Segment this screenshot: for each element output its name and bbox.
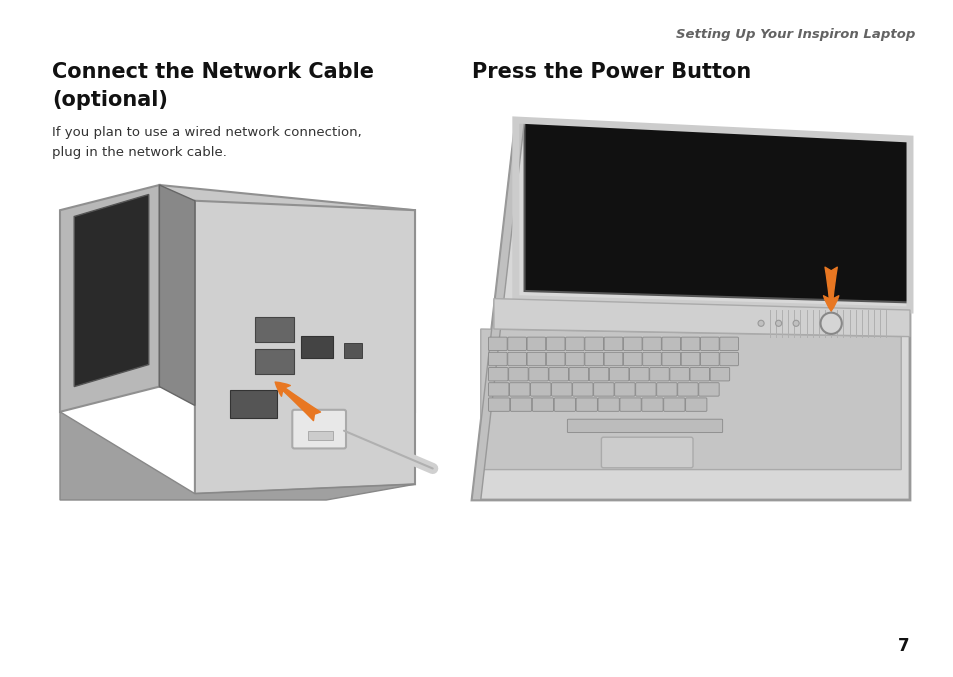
Text: If you plan to use a wired network connection,: If you plan to use a wired network conne… — [52, 126, 361, 139]
Polygon shape — [159, 185, 194, 406]
Bar — [231, 390, 276, 418]
FancyBboxPatch shape — [532, 398, 553, 412]
FancyBboxPatch shape — [661, 337, 679, 351]
FancyBboxPatch shape — [526, 337, 545, 351]
FancyBboxPatch shape — [719, 352, 738, 366]
Text: Connect the Network Cable: Connect the Network Cable — [52, 62, 374, 82]
Circle shape — [775, 320, 781, 326]
FancyBboxPatch shape — [598, 398, 618, 412]
FancyBboxPatch shape — [642, 337, 660, 351]
Polygon shape — [472, 120, 524, 500]
FancyBboxPatch shape — [649, 368, 668, 381]
FancyBboxPatch shape — [584, 352, 603, 366]
FancyBboxPatch shape — [569, 368, 588, 381]
Text: plug in the network cable.: plug in the network cable. — [52, 146, 227, 159]
Polygon shape — [480, 329, 901, 470]
Text: Press the Power Button: Press the Power Button — [472, 62, 750, 82]
FancyBboxPatch shape — [565, 337, 583, 351]
FancyBboxPatch shape — [677, 383, 698, 396]
FancyBboxPatch shape — [576, 398, 597, 412]
Bar — [60, 185, 415, 500]
FancyBboxPatch shape — [546, 352, 564, 366]
FancyBboxPatch shape — [488, 368, 508, 381]
FancyBboxPatch shape — [680, 337, 700, 351]
FancyBboxPatch shape — [680, 352, 700, 366]
FancyBboxPatch shape — [685, 398, 706, 412]
FancyBboxPatch shape — [642, 352, 660, 366]
Circle shape — [820, 313, 841, 334]
Circle shape — [792, 320, 799, 326]
FancyBboxPatch shape — [510, 398, 531, 412]
FancyBboxPatch shape — [603, 352, 622, 366]
FancyBboxPatch shape — [641, 398, 662, 412]
FancyBboxPatch shape — [656, 383, 677, 396]
Bar — [472, 120, 909, 500]
FancyBboxPatch shape — [689, 368, 709, 381]
FancyBboxPatch shape — [565, 352, 583, 366]
FancyBboxPatch shape — [530, 383, 551, 396]
FancyBboxPatch shape — [700, 352, 719, 366]
Bar — [344, 343, 361, 358]
FancyBboxPatch shape — [609, 368, 628, 381]
FancyBboxPatch shape — [603, 337, 622, 351]
Polygon shape — [472, 120, 909, 500]
FancyBboxPatch shape — [554, 398, 575, 412]
FancyBboxPatch shape — [669, 368, 689, 381]
FancyBboxPatch shape — [622, 337, 641, 351]
FancyBboxPatch shape — [584, 337, 603, 351]
Polygon shape — [494, 299, 909, 336]
FancyBboxPatch shape — [528, 368, 548, 381]
FancyBboxPatch shape — [488, 337, 507, 351]
Polygon shape — [524, 120, 909, 303]
FancyBboxPatch shape — [508, 368, 528, 381]
FancyBboxPatch shape — [709, 368, 729, 381]
FancyBboxPatch shape — [546, 337, 564, 351]
FancyBboxPatch shape — [700, 337, 719, 351]
Text: 7: 7 — [898, 637, 909, 655]
FancyBboxPatch shape — [526, 352, 545, 366]
Bar — [255, 318, 294, 343]
FancyBboxPatch shape — [614, 383, 635, 396]
Bar — [301, 336, 333, 358]
FancyBboxPatch shape — [292, 410, 346, 448]
FancyBboxPatch shape — [661, 352, 679, 366]
Polygon shape — [60, 412, 415, 500]
Polygon shape — [159, 185, 415, 412]
FancyBboxPatch shape — [488, 398, 509, 412]
Polygon shape — [74, 194, 149, 387]
FancyBboxPatch shape — [600, 437, 692, 468]
Bar — [308, 431, 333, 440]
FancyBboxPatch shape — [593, 383, 614, 396]
FancyBboxPatch shape — [509, 383, 529, 396]
FancyBboxPatch shape — [488, 352, 507, 366]
Circle shape — [758, 320, 763, 326]
FancyBboxPatch shape — [629, 368, 648, 381]
FancyBboxPatch shape — [719, 337, 738, 351]
FancyBboxPatch shape — [567, 419, 722, 433]
Text: Setting Up Your Inspiron Laptop: Setting Up Your Inspiron Laptop — [675, 28, 914, 41]
FancyBboxPatch shape — [507, 337, 526, 351]
FancyBboxPatch shape — [507, 352, 526, 366]
FancyBboxPatch shape — [488, 383, 508, 396]
FancyBboxPatch shape — [548, 368, 568, 381]
FancyBboxPatch shape — [635, 383, 656, 396]
Polygon shape — [60, 185, 159, 412]
Polygon shape — [194, 201, 415, 494]
FancyBboxPatch shape — [622, 352, 641, 366]
Bar — [255, 349, 294, 374]
FancyBboxPatch shape — [663, 398, 684, 412]
FancyBboxPatch shape — [551, 383, 572, 396]
Text: (optional): (optional) — [52, 90, 168, 110]
FancyBboxPatch shape — [698, 383, 719, 396]
FancyBboxPatch shape — [589, 368, 608, 381]
FancyBboxPatch shape — [619, 398, 640, 412]
FancyBboxPatch shape — [572, 383, 593, 396]
